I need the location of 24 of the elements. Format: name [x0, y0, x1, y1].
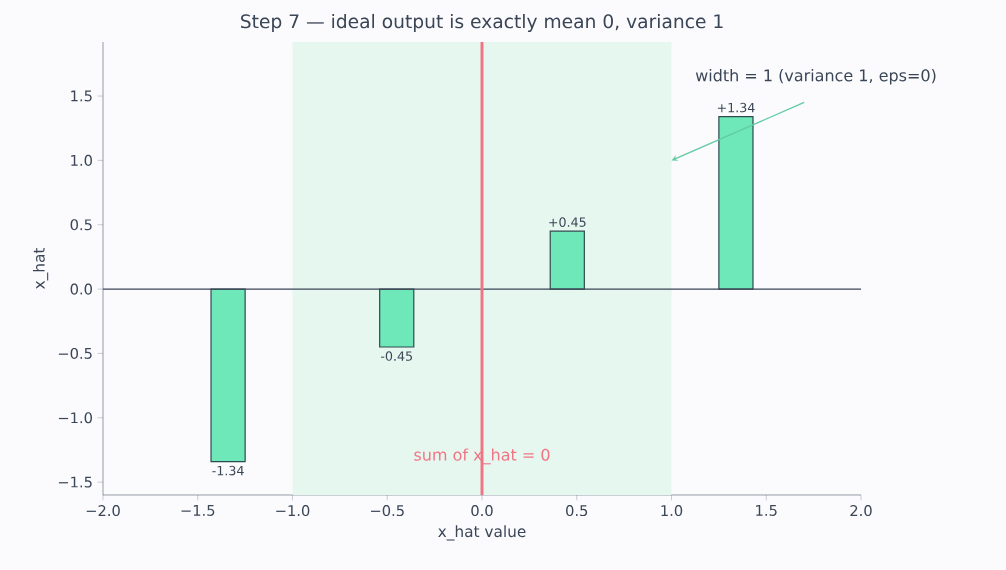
x-tick-label: 2.0 — [850, 505, 872, 517]
y-tick-label: 0.5 — [70, 219, 92, 231]
data-label: -1.34 — [212, 465, 244, 476]
data-label: -0.45 — [380, 351, 413, 361]
annotation: width = 1 (variance 1, eps=0) — [695, 69, 936, 85]
y-tick-label: 1.5 — [71, 90, 92, 102]
y-tick-label: −1.5 — [58, 476, 92, 488]
x-tick-label: −0.5 — [371, 505, 404, 517]
y-tick-label: −0.5 — [58, 347, 92, 359]
x-tick-label: −1.0 — [276, 505, 310, 517]
x-tick-label: 0.0 — [471, 505, 493, 517]
x-tick-label: −1.5 — [181, 505, 215, 516]
x-tick-label: 0.5 — [566, 505, 588, 517]
chart-title: Step 7 — ideal output is exactly mean 0, variance 1 — [241, 13, 723, 32]
data-label: +1.34 — [717, 102, 755, 113]
y-tick-label: 1.0 — [71, 154, 92, 166]
y-axis-title: x_hat — [32, 247, 49, 289]
data-label: +0.45 — [549, 217, 586, 227]
x-axis-title: x_hat value — [438, 525, 526, 541]
y-tick-label: 0.0 — [70, 283, 92, 295]
y-tick-label: −1.0 — [58, 412, 92, 424]
x-tick-label: 1.5 — [756, 505, 777, 516]
x-tick-label: −2.0 — [86, 505, 120, 517]
x-tick-label: 1.0 — [661, 505, 683, 517]
